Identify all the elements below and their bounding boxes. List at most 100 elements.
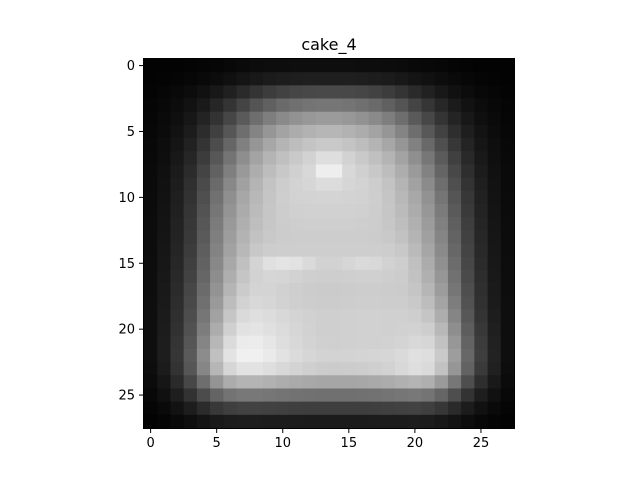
- heatmap-cell: [368, 283, 383, 297]
- heatmap-cell: [249, 414, 264, 429]
- heatmap-cell: [461, 190, 475, 205]
- heatmap-cell: [315, 322, 330, 337]
- heatmap-cell: [408, 322, 422, 337]
- heatmap-cell: [249, 85, 264, 99]
- heatmap-cell: [487, 296, 502, 310]
- heatmap-cell: [223, 230, 237, 244]
- heatmap-cell: [276, 59, 290, 73]
- heatmap-cell: [487, 243, 502, 258]
- heatmap-cell: [302, 177, 317, 192]
- heatmap-cell: [223, 309, 237, 323]
- heatmap-cell: [408, 296, 422, 310]
- heatmap-cell: [276, 296, 290, 310]
- heatmap-cell: [223, 296, 237, 310]
- heatmap-cell: [355, 401, 370, 416]
- heatmap-cell: [223, 375, 237, 389]
- heatmap-cell: [434, 401, 449, 416]
- heatmap-cell: [355, 256, 370, 271]
- heatmap-cell: [249, 283, 264, 297]
- heatmap-cell: [395, 230, 409, 244]
- heatmap-cell: [461, 151, 475, 165]
- heatmap-cell: [474, 72, 488, 86]
- x-axis: 0 5 10 15 20 25: [146, 428, 489, 451]
- heatmap-cell: [355, 335, 370, 350]
- heatmap-cell: [170, 296, 185, 310]
- heatmap-cell: [500, 335, 515, 350]
- heatmap-cell: [276, 138, 290, 152]
- heatmap-cell: [408, 98, 422, 113]
- heatmap-cell: [368, 348, 383, 363]
- heatmap-cell: [223, 124, 237, 139]
- heatmap-cell: [474, 59, 488, 73]
- heatmap-cell: [196, 335, 211, 350]
- heatmap-cell: [196, 177, 211, 192]
- heatmap-cell: [170, 309, 185, 323]
- heatmap-cell: [447, 124, 462, 139]
- heatmap-cell: [144, 362, 158, 376]
- heatmap-cell: [487, 375, 502, 389]
- heatmap-cell: [289, 111, 303, 126]
- heatmap-cell: [289, 98, 303, 113]
- heatmap-cell: [236, 190, 251, 205]
- heatmap-cell: [210, 309, 224, 323]
- heatmap-cell: [262, 138, 277, 152]
- heatmap-cell: [276, 111, 290, 126]
- heatmap-cell: [183, 269, 198, 284]
- heatmap-cell: [381, 362, 396, 376]
- heatmap-cell: [408, 230, 422, 244]
- heatmap-cell: [144, 72, 158, 86]
- heatmap-cell: [289, 124, 303, 139]
- heatmap-cell: [487, 322, 502, 337]
- heatmap-cell: [210, 85, 224, 99]
- heatmap-cell: [289, 414, 303, 429]
- heatmap-cell: [223, 98, 237, 113]
- heatmap-cell: [144, 85, 158, 99]
- heatmap-cell: [408, 203, 422, 218]
- heatmap-cell: [183, 256, 198, 271]
- heatmap-cell: [487, 151, 502, 165]
- heatmap-cell: [315, 401, 330, 416]
- heatmap-cell: [249, 322, 264, 337]
- heatmap-cell: [249, 111, 264, 126]
- heatmap-cell: [276, 283, 290, 297]
- heatmap-cell: [183, 72, 198, 86]
- heatmap-cell: [487, 98, 502, 113]
- heatmap-cell: [249, 203, 264, 218]
- heatmap-cell: [223, 269, 237, 284]
- heatmap-cell: [170, 388, 185, 403]
- heatmap-cell: [236, 203, 251, 218]
- heatmap-cell: [368, 164, 383, 179]
- heatmap-cell: [342, 72, 356, 86]
- heatmap-cell: [342, 335, 356, 350]
- heatmap-cell: [421, 72, 436, 86]
- heatmap-cell: [289, 375, 303, 389]
- heatmap-cell: [183, 375, 198, 389]
- heatmap-cell: [408, 362, 422, 376]
- heatmap-cell: [329, 362, 343, 376]
- heatmap-cell: [262, 283, 277, 297]
- heatmap-cell: [262, 335, 277, 350]
- heatmap-cell: [210, 98, 224, 113]
- heatmap-cell: [249, 72, 264, 86]
- heatmap-cell: [342, 124, 356, 139]
- heatmap-cell: [381, 296, 396, 310]
- heatmap-cell: [421, 309, 436, 323]
- heatmap-cell: [210, 177, 224, 192]
- heatmap-cell: [434, 151, 449, 165]
- heatmap-cell: [315, 283, 330, 297]
- heatmap-cell: [368, 388, 383, 403]
- heatmap-cell: [144, 59, 158, 73]
- heatmap-cell: [342, 98, 356, 113]
- heatmap-cell: [170, 243, 185, 258]
- heatmap-cell: [183, 138, 198, 152]
- heatmap-cell: [395, 375, 409, 389]
- heatmap-cell: [315, 348, 330, 363]
- heatmap-cell: [276, 256, 290, 271]
- heatmap-cell: [144, 98, 158, 113]
- heatmap-cell: [461, 164, 475, 179]
- heatmap-cell: [315, 138, 330, 152]
- heatmap-cell: [170, 283, 185, 297]
- heatmap-cell: [355, 190, 370, 205]
- heatmap-cell: [157, 230, 171, 244]
- heatmap-cell: [144, 151, 158, 165]
